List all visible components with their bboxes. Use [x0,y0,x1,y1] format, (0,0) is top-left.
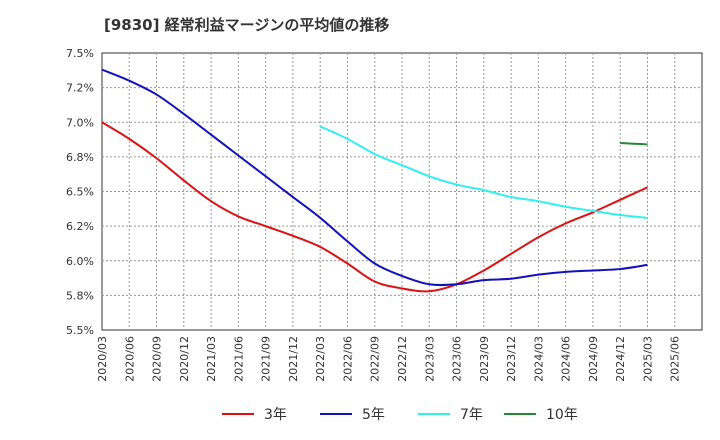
grid-layer [101,52,703,331]
x-tick-label: 2021/12 [287,336,300,382]
x-tick-label: 2021/06 [232,336,245,382]
x-tick-label: 2020/09 [151,336,164,382]
x-tick-label: 2023/03 [423,336,436,382]
x-tick-label: 2023/12 [505,336,518,382]
y-tick-label: 7.0% [66,116,94,129]
series-line-3 [319,125,648,219]
x-tick-label: 2020/06 [123,336,136,382]
y-tick-label: 6.8% [66,151,94,164]
y-tick-label: 5.8% [66,289,94,302]
legend-label-2: 5年 [362,407,385,423]
x-tick-label: 2023/06 [451,336,464,382]
x-tick-label: 2024/12 [614,336,627,382]
x-tick-label: 2021/03 [205,336,218,382]
legend: 3年 5年 7年 10年 [222,407,578,423]
x-tick-label: 2024/06 [560,336,573,382]
x-tick-label: 2022/06 [341,336,354,382]
series-line-4 [620,142,648,146]
axis-layer: 5.5% 5.8% 6.0% 6.2% 6.5% 6.8% 7.0% 7.2% 7.5% 2020… [66,47,682,382]
x-tick-label: 2025/06 [669,336,682,382]
series-line-1 [101,121,648,293]
chart-title: [9830] 経常利益マージンの平均値の推移 [104,16,389,34]
y-tick-label: 5.5% [66,324,94,337]
series-layer [101,68,648,293]
x-tick-label: 2025/03 [641,336,654,382]
x-tick-label: 2024/09 [587,336,600,382]
y-tick-label: 7.2% [66,82,94,95]
legend-label-1: 3年 [264,407,287,423]
x-tick-label: 2022/09 [369,336,382,382]
legend-label-4: 10年 [546,407,578,423]
y-tick-label: 7.5% [66,47,94,60]
x-tick-label: 2023/09 [478,336,491,382]
x-tick-label: 2022/03 [314,336,327,382]
x-tick-label: 2024/03 [532,336,545,382]
x-tick-label: 2021/09 [260,336,273,382]
y-tick-label: 6.5% [66,186,94,199]
x-tick-label: 2022/12 [396,336,409,382]
y-tick-label: 6.0% [66,255,94,268]
y-tick-label: 6.2% [66,220,94,233]
x-tick-label: 2020/12 [178,336,191,382]
legend-label-3: 7年 [460,407,483,423]
x-tick-label: 2020/03 [96,336,109,382]
series-line-2 [101,68,648,287]
